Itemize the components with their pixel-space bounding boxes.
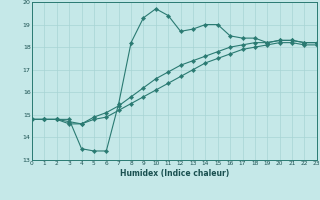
X-axis label: Humidex (Indice chaleur): Humidex (Indice chaleur) xyxy=(120,169,229,178)
